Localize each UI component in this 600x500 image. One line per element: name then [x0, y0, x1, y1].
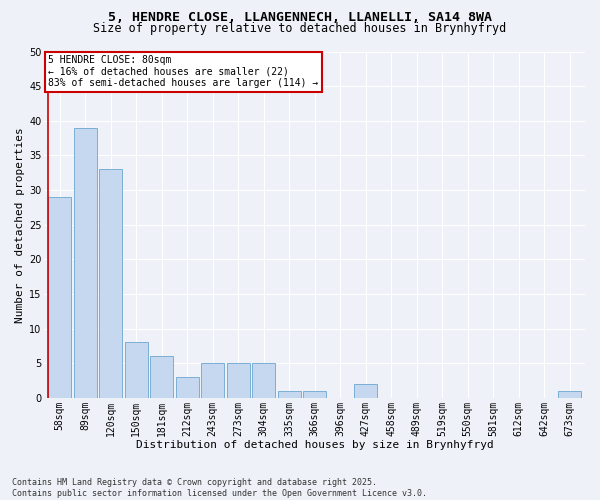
Bar — [125, 342, 148, 398]
Bar — [354, 384, 377, 398]
Text: 5, HENDRE CLOSE, LLANGENNECH, LLANELLI, SA14 8WA: 5, HENDRE CLOSE, LLANGENNECH, LLANELLI, … — [108, 11, 492, 24]
Bar — [99, 169, 122, 398]
Y-axis label: Number of detached properties: Number of detached properties — [15, 127, 25, 322]
Bar — [150, 356, 173, 398]
Bar — [201, 363, 224, 398]
Bar — [252, 363, 275, 398]
Bar — [176, 377, 199, 398]
Bar — [227, 363, 250, 398]
Bar — [558, 391, 581, 398]
X-axis label: Distribution of detached houses by size in Brynhyfryd: Distribution of detached houses by size … — [136, 440, 494, 450]
Text: Size of property relative to detached houses in Brynhyfryd: Size of property relative to detached ho… — [94, 22, 506, 35]
Bar — [303, 391, 326, 398]
Bar — [74, 128, 97, 398]
Text: Contains HM Land Registry data © Crown copyright and database right 2025.
Contai: Contains HM Land Registry data © Crown c… — [12, 478, 427, 498]
Bar — [48, 197, 71, 398]
Bar — [278, 391, 301, 398]
Text: 5 HENDRE CLOSE: 80sqm
← 16% of detached houses are smaller (22)
83% of semi-deta: 5 HENDRE CLOSE: 80sqm ← 16% of detached … — [48, 55, 319, 88]
